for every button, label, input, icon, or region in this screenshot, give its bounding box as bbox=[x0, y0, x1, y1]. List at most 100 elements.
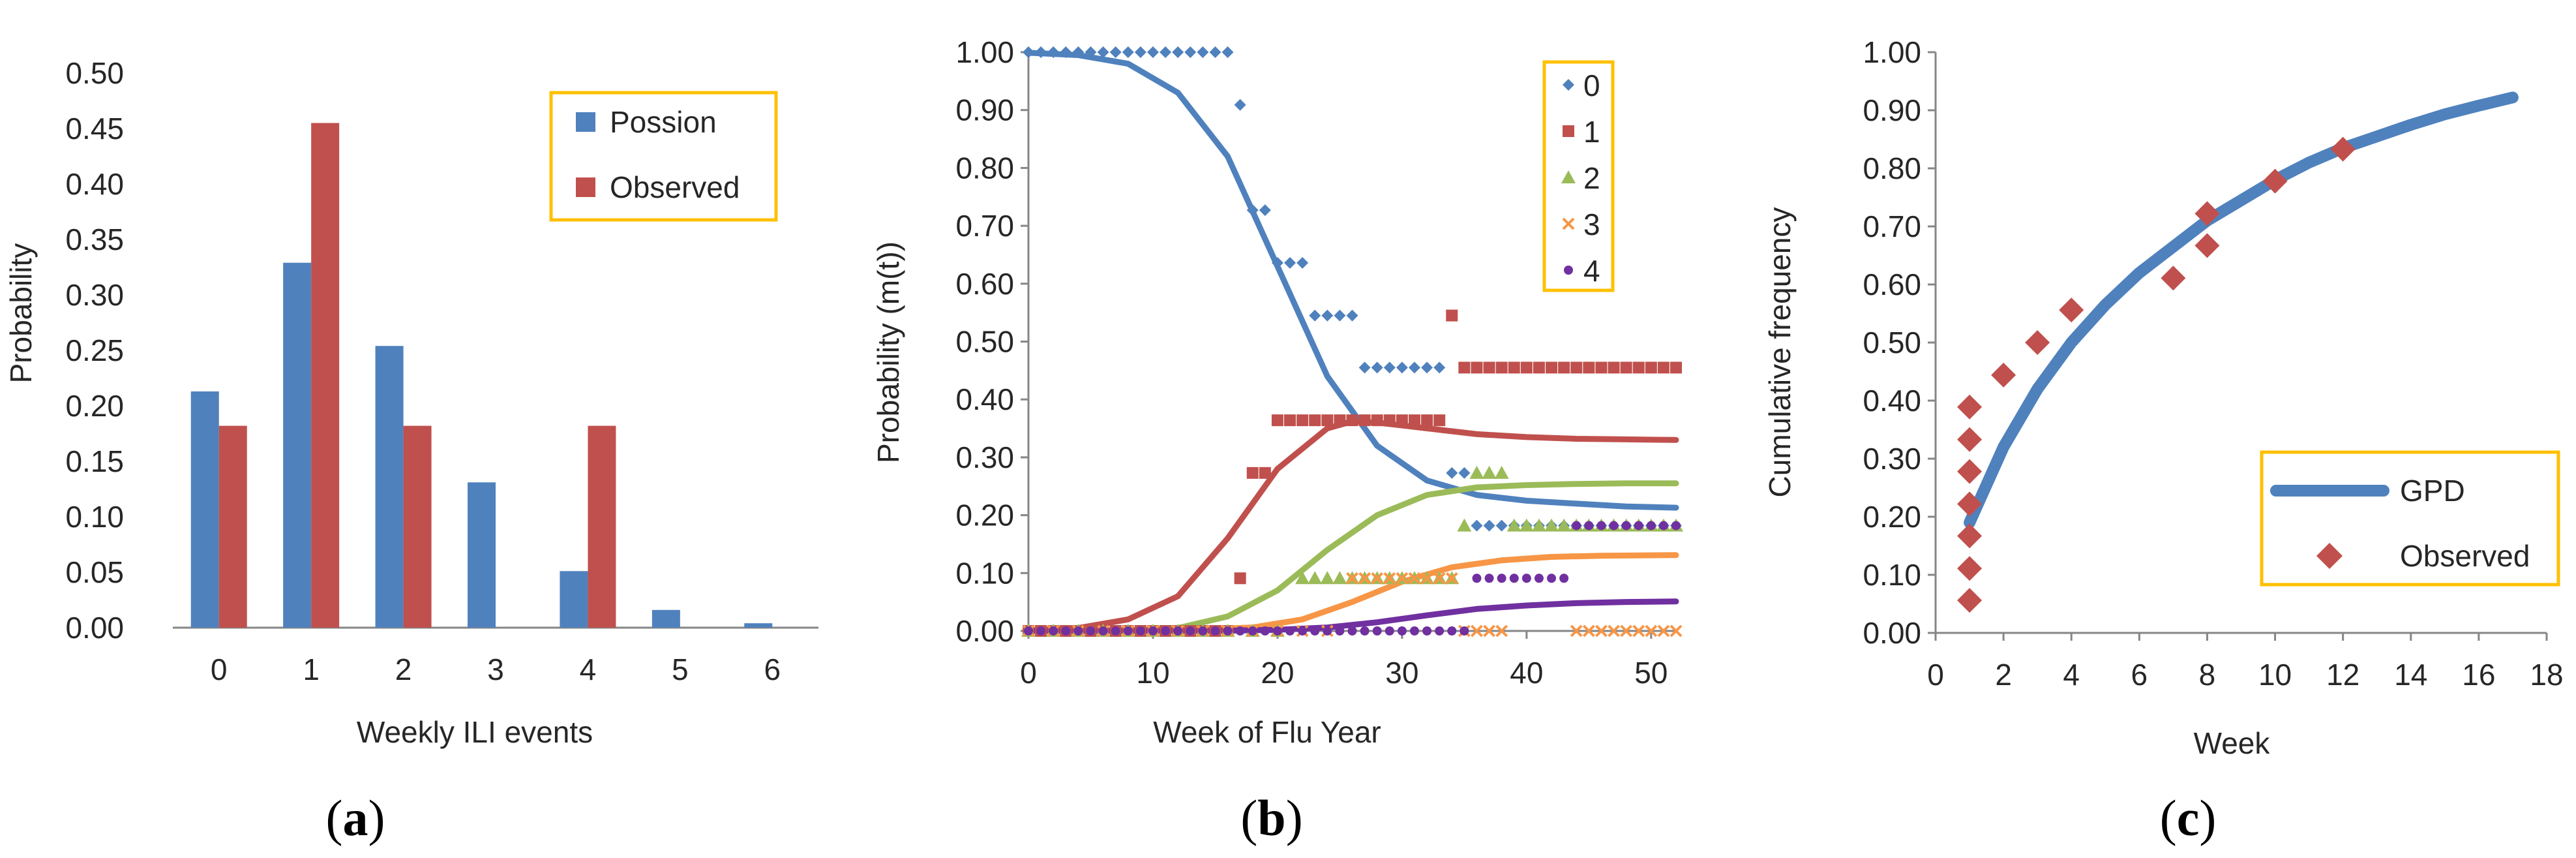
panel-b-ytick: 1.00 bbox=[955, 35, 1014, 69]
panel-c-ytick: 0.30 bbox=[1863, 442, 1921, 476]
point-series-0 bbox=[1309, 309, 1321, 322]
point-series-0 bbox=[1172, 46, 1184, 58]
panel-c-ytick: 0.60 bbox=[1863, 268, 1921, 301]
point-series-0 bbox=[1134, 46, 1146, 58]
point-series-4 bbox=[1609, 521, 1619, 530]
point-series-4 bbox=[1298, 626, 1308, 636]
point-series-4 bbox=[1484, 574, 1494, 583]
panel-a-ytick: 0.20 bbox=[65, 389, 124, 423]
point-series-1 bbox=[1471, 361, 1483, 374]
point-series-4 bbox=[1161, 626, 1171, 636]
point-series-4 bbox=[1521, 574, 1531, 583]
point-series-4 bbox=[1186, 626, 1195, 636]
panel-c-xtick: 6 bbox=[2131, 658, 2148, 692]
panel-a-label-letter: a bbox=[343, 789, 368, 846]
panel-b-ytick: 0.90 bbox=[955, 93, 1014, 127]
point-series-0 bbox=[1358, 361, 1371, 374]
panel-b-xtick: 50 bbox=[1634, 656, 1668, 690]
panel-c-ytick: 1.00 bbox=[1863, 35, 1921, 69]
point-series-4 bbox=[1260, 626, 1270, 636]
observed-point bbox=[1957, 588, 1983, 613]
bar-possion-2 bbox=[375, 346, 404, 628]
panel-c-xtick: 0 bbox=[1927, 658, 1944, 692]
point-series-3 bbox=[1346, 572, 1358, 585]
observed-point bbox=[1957, 491, 1983, 517]
panel-a-ylabel: Probability bbox=[4, 243, 38, 384]
point-series-4 bbox=[1310, 626, 1320, 636]
panel-c-ytick: 0.80 bbox=[1863, 151, 1921, 185]
point-series-3 bbox=[1358, 572, 1371, 585]
point-series-4 bbox=[1409, 626, 1419, 636]
point-series-0 bbox=[1446, 467, 1458, 479]
point-series-1 bbox=[1271, 414, 1283, 427]
point-series-0 bbox=[1146, 46, 1159, 58]
point-series-1 bbox=[1657, 361, 1670, 374]
point-series-2 bbox=[1469, 465, 1484, 479]
panel-c-ytick: 0.20 bbox=[1863, 500, 1921, 534]
legend-swatch-observed-a bbox=[576, 177, 595, 197]
point-series-0 bbox=[1296, 256, 1309, 269]
panel-b-xtick: 20 bbox=[1261, 656, 1294, 690]
panel-a-xlabel: Weekly ILI events bbox=[357, 715, 593, 749]
point-series-3 bbox=[1582, 624, 1595, 637]
point-series-1 bbox=[1546, 361, 1558, 374]
point-series-3 bbox=[1371, 572, 1384, 585]
panel-c-ytick: 0.40 bbox=[1863, 384, 1921, 418]
panel-a-ytick: 0.40 bbox=[65, 167, 124, 201]
panel-b-legend: 0 1 2 3 4 bbox=[1542, 60, 1615, 292]
point-series-2 bbox=[1557, 518, 1572, 532]
point-series-4 bbox=[1621, 521, 1631, 530]
point-series-2 bbox=[1482, 465, 1497, 479]
point-series-2 bbox=[1457, 518, 1472, 532]
legend-swatch-possion bbox=[576, 112, 595, 132]
point-series-4 bbox=[1323, 626, 1332, 636]
point-series-0 bbox=[1060, 46, 1072, 58]
panel-b-label-letter: b bbox=[1257, 789, 1285, 846]
point-series-3 bbox=[1645, 624, 1658, 637]
point-series-3 bbox=[1445, 572, 1458, 585]
point-series-4 bbox=[1173, 626, 1183, 636]
point-series-1 bbox=[1346, 414, 1358, 427]
point-series-0 bbox=[1433, 361, 1446, 374]
point-series-1 bbox=[1408, 414, 1420, 427]
point-series-3 bbox=[1495, 624, 1508, 637]
point-series-1 bbox=[1533, 361, 1545, 374]
bar-possion-0 bbox=[190, 391, 219, 628]
panel-a-ytick: 0.45 bbox=[65, 112, 124, 146]
point-series-0 bbox=[1321, 309, 1334, 322]
panel-a-label: (a) bbox=[326, 789, 385, 846]
bar-possion-3 bbox=[468, 482, 496, 628]
point-series-0 bbox=[1197, 46, 1209, 58]
panel-b-ytick: 0.60 bbox=[955, 267, 1014, 301]
point-series-1 bbox=[1284, 414, 1296, 427]
point-series-4 bbox=[1596, 521, 1606, 530]
legend-marker-series-4 bbox=[1564, 266, 1573, 275]
bar-observed-4 bbox=[588, 425, 616, 628]
point-series-4 bbox=[1447, 626, 1457, 636]
point-series-0 bbox=[1234, 99, 1246, 111]
panel-c-scatter-chart: Cumulative frequency Week 0.00 0.10 0.20 0.… bbox=[1763, 35, 2564, 846]
bar-observed-0 bbox=[218, 425, 247, 628]
point-series-0 bbox=[1072, 46, 1085, 58]
point-series-1 bbox=[1234, 572, 1246, 585]
point-series-0 bbox=[1097, 46, 1109, 58]
panel-c-ytick: 0.00 bbox=[1863, 616, 1921, 650]
point-series-4 bbox=[1098, 626, 1108, 636]
point-series-4 bbox=[1248, 626, 1257, 636]
point-series-4 bbox=[1235, 626, 1245, 636]
point-series-0 bbox=[1408, 361, 1420, 374]
observed-point bbox=[1957, 427, 1983, 452]
point-series-4 bbox=[1559, 574, 1569, 583]
legend-label-series-3: 3 bbox=[1583, 207, 1600, 241]
point-series-1 bbox=[1321, 414, 1334, 427]
point-series-0 bbox=[1122, 46, 1134, 58]
panel-b-xlabel: Week of Flu Year bbox=[1153, 715, 1381, 749]
point-series-4 bbox=[1061, 626, 1071, 636]
legend-label-series-2: 2 bbox=[1583, 161, 1600, 195]
panel-c-xtick: 2 bbox=[1995, 658, 2012, 692]
point-series-0 bbox=[1284, 256, 1296, 269]
point-series-3 bbox=[1657, 624, 1670, 637]
point-series-1 bbox=[1483, 361, 1495, 374]
point-series-4 bbox=[1634, 521, 1643, 530]
point-series-0 bbox=[1383, 361, 1396, 374]
